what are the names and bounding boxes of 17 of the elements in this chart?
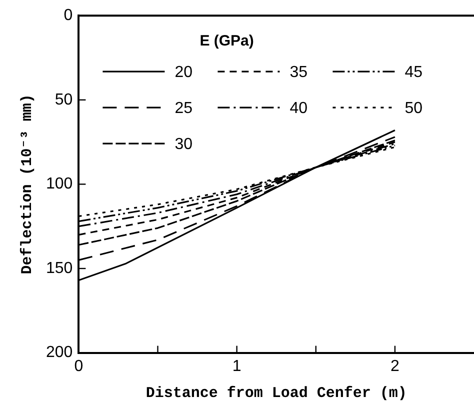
x-axis-title: Distance from Load Cenfer (m) [146,384,407,402]
legend-label: 45 [404,64,423,82]
y-tick-label: 50 [54,91,73,108]
y-tick-label: 100 [46,176,73,193]
legend-label: 35 [290,64,308,82]
x-tick-label: 1 [232,358,242,375]
x-tick-label: 2 [390,358,400,375]
y-tick-label: 150 [46,260,73,277]
y-axis-title: Deflection (10⁻³ mm) [18,94,36,274]
y-tick-label: 0 [64,7,73,24]
legend-label: 20 [174,64,193,82]
legend-label: 30 [174,136,193,154]
legend-label: 50 [404,100,423,118]
y-tick-label: 200 [46,344,73,362]
legend-label: 25 [174,100,193,118]
legend-title: E (GPa) [200,32,254,50]
legend-label: 40 [290,100,308,118]
